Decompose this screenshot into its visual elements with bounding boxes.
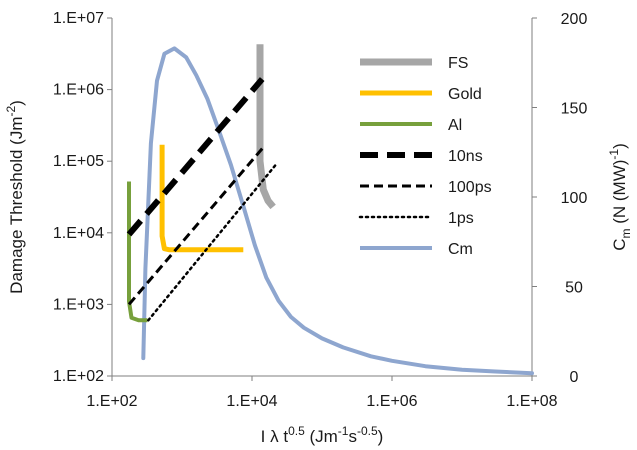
x-tick-label: 1.E+02 xyxy=(86,393,137,410)
x-tick-label: 1.E+06 xyxy=(366,393,417,410)
y-left-tick-label: 1.E+03 xyxy=(53,296,104,313)
y-left-axis-title: Damage Threshold (Jm-2) xyxy=(4,100,26,294)
x-axis-title-part: 0.5 xyxy=(288,424,305,438)
y-left-tick-label: 1.E+07 xyxy=(53,10,104,27)
x-axis-title-part: -1 xyxy=(338,424,349,438)
y-right-tick-label: 50 xyxy=(565,280,583,297)
legend-label-al: Al xyxy=(448,117,462,134)
y-right-tick-label: 100 xyxy=(561,190,588,207)
y-left-axis-title-part: Damage Threshold (Jm xyxy=(7,117,26,294)
x-axis-title-part: s xyxy=(348,427,357,446)
series-line-10ns xyxy=(126,77,265,237)
series-line-cm xyxy=(141,46,534,376)
x-axis-title-part: -0.5 xyxy=(357,424,378,438)
legend-label-cm: Cm xyxy=(448,241,473,258)
x-tick-label: 1.E+08 xyxy=(506,393,557,410)
y-right-axis-title-part: m xyxy=(619,228,633,238)
x-axis-title: I λ t0.5 (Jm-1s-0.5) xyxy=(261,424,384,446)
legend-label-100ps: 100ps xyxy=(448,179,492,196)
x-tick-label: 1.E+04 xyxy=(226,393,277,410)
x-axis-title-part: I λ t xyxy=(261,427,289,446)
y-left-axis-title-part: ) xyxy=(7,100,26,106)
y-left-tick-label: 1.E+04 xyxy=(53,225,104,242)
series-line-gold xyxy=(159,144,244,253)
series-line-1ps xyxy=(147,163,278,322)
y-right-axis-title: Cm (N (MW)-1) xyxy=(607,143,633,251)
series-line-100ps xyxy=(127,147,264,306)
y-right-tick-label: 150 xyxy=(561,101,588,118)
x-axis-title-part: (Jm xyxy=(305,427,338,446)
y-left-tick-label: 1.E+05 xyxy=(53,153,104,170)
legend-label-gold: Gold xyxy=(448,86,482,103)
legend-label-fs: FS xyxy=(448,55,468,72)
y-left-tick-label: 1.E+02 xyxy=(53,368,104,385)
y-left-axis-title-part: -2 xyxy=(4,106,18,117)
y-right-tick-label: 0 xyxy=(570,369,579,386)
x-axis-title-part: ) xyxy=(378,427,384,446)
y-right-axis-title-part: ) xyxy=(610,143,629,149)
y-left-tick-label: 1.E+06 xyxy=(53,82,104,99)
series-line-fs xyxy=(256,44,276,210)
y-right-axis-title-part: (N (MW) xyxy=(610,160,629,229)
series-line-al xyxy=(127,181,148,323)
y-right-axis-title-part: C xyxy=(610,238,629,250)
y-right-axis-title-part: -1 xyxy=(607,149,621,160)
legend-label-10ns: 10ns xyxy=(448,148,483,165)
legend-label-1ps: 1ps xyxy=(448,210,474,227)
y-right-tick-label: 200 xyxy=(561,11,588,28)
